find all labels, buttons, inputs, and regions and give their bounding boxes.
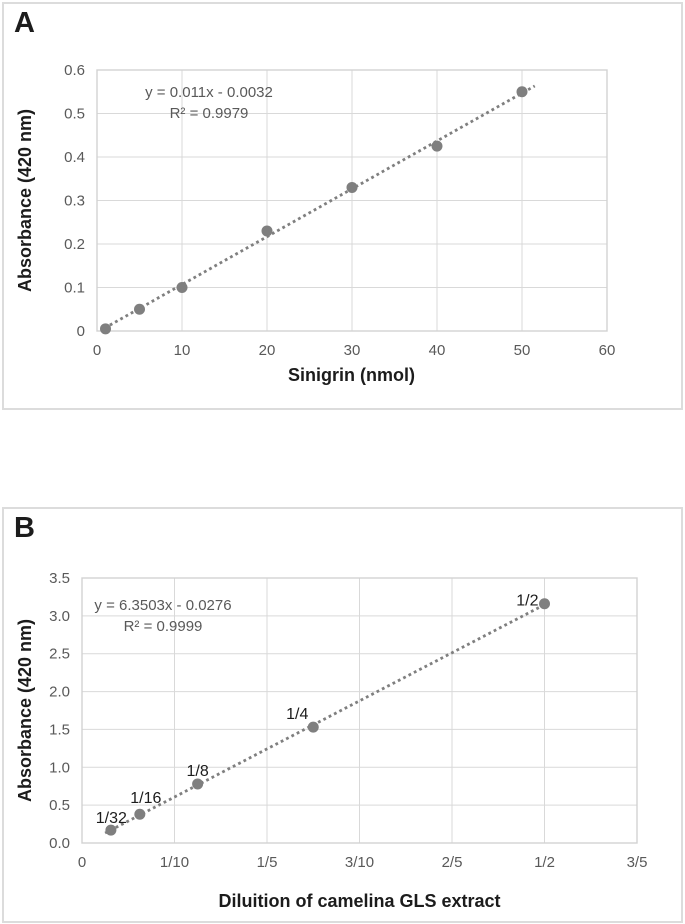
y-tick-label: 0.5: [49, 797, 70, 814]
data-point: [105, 824, 117, 836]
data-point: [346, 181, 358, 193]
point-label: 1/4: [286, 706, 308, 723]
y-tick-label: 0.6: [64, 62, 85, 79]
x-tick-label: 20: [259, 342, 276, 359]
panel-A-letter: A: [14, 7, 35, 39]
y-tick-label: 0.0: [49, 835, 70, 852]
data-point: [261, 225, 273, 237]
scatter-chart-B: 1/321/16 1/8 1/4 1/2 0 1/10 1/5 3/10 2/5 1/2 3/5 0.…: [49, 570, 648, 871]
x-tick-label: 3/5: [627, 854, 648, 871]
y-tick-label: 0.1: [64, 280, 85, 297]
point-label: 1/16: [130, 790, 161, 807]
point-label: 1/8: [187, 763, 209, 780]
y-tick-label: 0.4: [64, 149, 85, 166]
y-tick-label: 2.5: [49, 646, 70, 663]
x-tick-label: 40: [429, 342, 446, 359]
y-axis-title: Absorbance (420 nm): [15, 618, 35, 803]
x-axis-title: Diluition of camelina GLS extract: [218, 891, 501, 911]
trendline: [104, 603, 546, 835]
y-tick-label: 0.2: [64, 236, 85, 253]
panel-B-letter: B: [14, 512, 35, 544]
y-tick-label: 0.5: [64, 106, 85, 123]
y-tick-label: 0.3: [64, 193, 85, 210]
y-tick-label: 3.5: [49, 570, 70, 587]
x-tick-label: 1/5: [257, 854, 278, 871]
scatter-chart-A: 0 10 20 30 40 50 60 0 0.1 0.2 0.3 0.4 0.5 0.6: [64, 62, 616, 359]
trendline: [103, 84, 536, 330]
data-point: [100, 323, 111, 335]
x-tick-label: 10: [174, 342, 191, 359]
panel-B-annotation: y = 6.3503x - 0.0276 R² = 0.9999: [63, 595, 263, 637]
x-axis-title: Sinigrin (nmol): [288, 365, 415, 385]
x-tick-label: 1/2: [534, 854, 555, 871]
x-tick-label: 1/10: [160, 854, 189, 871]
point-label: 1/2: [516, 593, 538, 610]
y-tick-label: 2.0: [49, 684, 70, 701]
data-point: [192, 778, 204, 790]
data-point: [307, 721, 319, 733]
x-tick-label: 0: [78, 854, 86, 871]
y-tick-label: 0: [77, 323, 85, 340]
x-tick-label: 50: [514, 342, 531, 359]
x-tick-label: 60: [599, 342, 616, 359]
data-point: [516, 86, 528, 98]
y-tick-label: 3.0: [49, 608, 70, 625]
data-point: [176, 282, 188, 293]
panel-A-annotation: y = 0.011x - 0.0032 R² = 0.9979: [109, 82, 309, 124]
r-squared-value: R² = 0.9979: [169, 105, 249, 122]
trendline-equation: y = 6.3503x - 0.0276: [94, 597, 232, 614]
x-tick-label: 2/5: [442, 854, 463, 871]
data-point: [539, 598, 550, 610]
plot-area: [81, 577, 638, 844]
data-point: [431, 140, 443, 152]
r-squared-value: R² = 0.9999: [123, 618, 203, 635]
x-tick-label: 30: [344, 342, 361, 359]
x-tick-label: 3/10: [345, 854, 374, 871]
y-tick-label: 1.5: [49, 721, 70, 738]
panel-A: 0 10 20 30 40 50 60 0 0.1 0.2 0.3 0.4 0.5 0.6 A y = 0…: [2, 2, 683, 410]
panel-B: 1/32 1/16 1/8 1/4 1/2 0 1/10 1/5 3/10 2/5 1/2 3/5 0.…: [2, 507, 683, 923]
y-axis-title: Absorbance (420 nm): [15, 108, 35, 293]
x-tick-label: 0: [93, 342, 101, 359]
trendline-equation: y = 0.011x - 0.0032: [145, 84, 273, 101]
point-label: 1/32: [96, 810, 127, 827]
data-point: [134, 808, 146, 820]
data-point: [134, 303, 145, 315]
plot-area: [96, 69, 608, 332]
y-tick-label: 1.0: [49, 759, 70, 776]
